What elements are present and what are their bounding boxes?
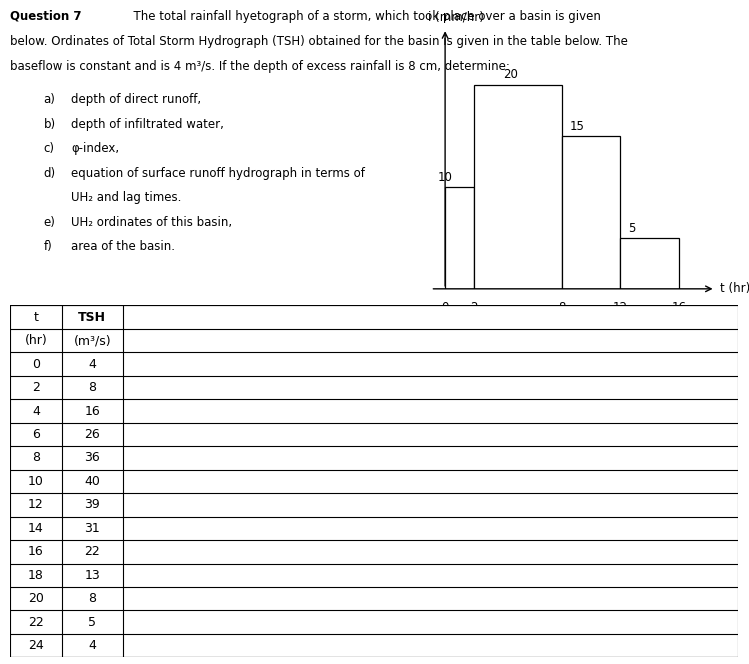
Text: Question 7: Question 7	[10, 10, 81, 23]
Text: φ-index,: φ-index,	[71, 142, 119, 155]
Text: 5: 5	[88, 616, 97, 629]
Bar	[474, 84, 562, 289]
Text: The total rainfall hyetograph of a storm, which took place over a basin is given: The total rainfall hyetograph of a storm…	[96, 10, 601, 23]
Text: e): e)	[43, 216, 55, 228]
Text: 39: 39	[85, 499, 100, 511]
Text: (m³/s): (m³/s)	[73, 334, 111, 347]
Text: a): a)	[43, 93, 55, 106]
Text: 0: 0	[32, 358, 40, 371]
Text: b): b)	[43, 118, 55, 131]
Text: 5: 5	[628, 222, 635, 234]
Text: 10: 10	[28, 475, 44, 488]
Text: 16: 16	[671, 301, 686, 314]
Text: 4: 4	[88, 358, 97, 371]
Text: 20: 20	[28, 592, 44, 605]
Text: equation of surface runoff hydrograph in terms of: equation of surface runoff hydrograph in…	[71, 167, 365, 180]
Text: 22: 22	[85, 545, 100, 558]
Text: 4: 4	[88, 639, 97, 652]
Text: 0: 0	[441, 301, 449, 314]
Text: 20: 20	[503, 68, 518, 82]
Text: 22: 22	[28, 616, 44, 629]
Text: t: t	[34, 311, 38, 323]
Text: below. Ordinates of Total Storm Hydrograph (TSH) obtained for the basin is given: below. Ordinates of Total Storm Hydrogra…	[10, 35, 628, 48]
Text: 26: 26	[85, 428, 100, 441]
Text: 16: 16	[85, 404, 100, 418]
Text: 24: 24	[28, 639, 44, 652]
Text: 4: 4	[32, 404, 40, 418]
Text: 8: 8	[32, 452, 40, 464]
Bar	[445, 187, 474, 289]
Text: d): d)	[43, 167, 55, 180]
Text: 2: 2	[32, 381, 40, 394]
Text: UH₂ ordinates of this basin,: UH₂ ordinates of this basin,	[71, 216, 232, 228]
Text: 8: 8	[558, 301, 565, 314]
Text: 40: 40	[85, 475, 100, 488]
Text: 2: 2	[470, 301, 478, 314]
Text: 12: 12	[613, 301, 628, 314]
Text: 6: 6	[32, 428, 40, 441]
Text: depth of direct runoff,: depth of direct runoff,	[71, 93, 201, 106]
Bar	[562, 135, 620, 289]
Text: TSH: TSH	[79, 311, 106, 323]
Text: 10: 10	[438, 171, 452, 184]
Text: baseflow is constant and is 4 m³/s. If the depth of excess rainfall is 8 cm, det: baseflow is constant and is 4 m³/s. If t…	[10, 60, 509, 74]
Text: 31: 31	[85, 522, 100, 535]
Text: 15: 15	[569, 120, 584, 133]
Text: UH₂ and lag times.: UH₂ and lag times.	[71, 191, 181, 204]
Text: depth of infiltrated water,: depth of infiltrated water,	[71, 118, 224, 131]
Text: (hr): (hr)	[25, 334, 47, 347]
Text: 14: 14	[28, 522, 44, 535]
Text: 13: 13	[85, 569, 100, 582]
Text: 36: 36	[85, 452, 100, 464]
Text: f): f)	[43, 240, 52, 253]
Text: 16: 16	[28, 545, 44, 558]
Text: 12: 12	[28, 499, 44, 511]
Text: t (hr): t (hr)	[720, 282, 749, 295]
Text: 8: 8	[88, 381, 97, 394]
Text: area of the basin.: area of the basin.	[71, 240, 175, 253]
Text: i (mm/hr): i (mm/hr)	[428, 10, 483, 23]
Text: 8: 8	[88, 592, 97, 605]
Bar	[620, 238, 679, 289]
Text: 18: 18	[28, 569, 44, 582]
Text: c): c)	[43, 142, 55, 155]
